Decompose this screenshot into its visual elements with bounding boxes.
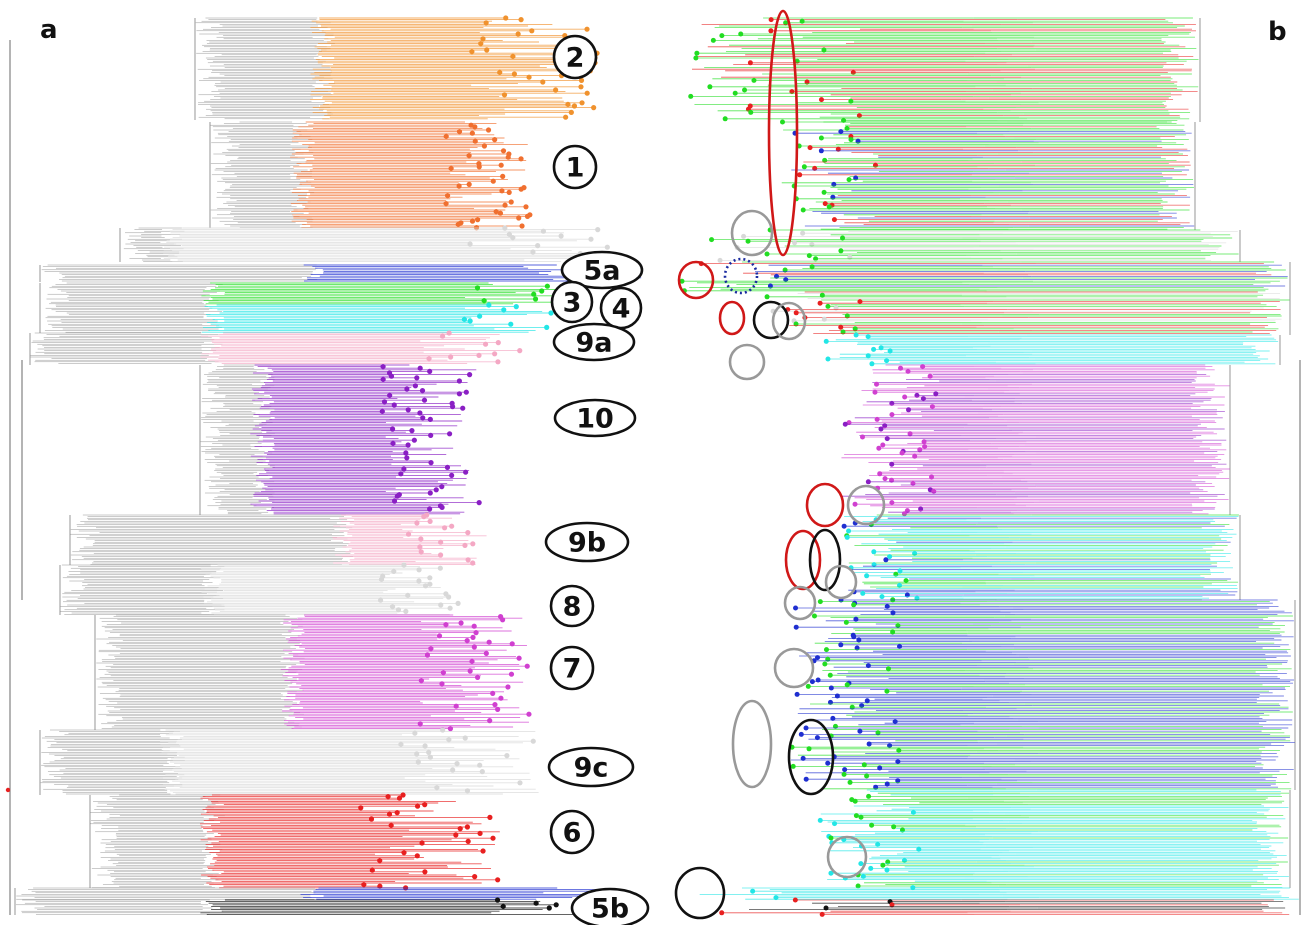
- clade-label-4: 4: [599, 286, 643, 330]
- panel-letter-b: b: [1268, 17, 1287, 47]
- clade-label-ring: [553, 398, 637, 438]
- highlight-ellipse-2: [677, 260, 715, 300]
- clade-label-text: 4: [612, 294, 631, 325]
- clade-branches-a-9: [59, 562, 461, 616]
- highlight-ellipse-1: [730, 209, 774, 257]
- clade-branches-a-4: [39, 282, 562, 305]
- clade-branches-a-2: [119, 225, 618, 263]
- clade-branches-b-6: [841, 364, 1231, 517]
- clade-label-5b: 5b: [570, 887, 650, 925]
- clade-branches-a-11: [39, 727, 539, 795]
- panel-letter-a: a: [40, 15, 58, 45]
- clade-label-2: 2: [552, 34, 598, 80]
- clade-label-9b: 9b: [544, 521, 630, 563]
- clade-branches-a-14: [14, 897, 579, 915]
- clade-label-ring: [560, 250, 644, 290]
- clade-branches-a-3: [39, 264, 642, 282]
- highlight-ellipse-8: [805, 482, 845, 528]
- highlight-ellipse-12: [824, 564, 858, 600]
- clade-label-text: 3: [563, 288, 582, 319]
- clade-label-ring: [549, 809, 595, 855]
- clade-label-text: 7: [563, 654, 582, 685]
- clade-branches-b-8: [789, 597, 1296, 790]
- clade-label-ring: [552, 322, 636, 362]
- clade-label-3: 3: [550, 280, 594, 324]
- tree-panel-a: [5, 15, 642, 915]
- clade-label-text: 5a: [583, 256, 620, 287]
- clade-label-ring: [550, 280, 594, 324]
- clade-label-1: 1: [552, 144, 598, 190]
- clade-label-text: 8: [563, 592, 582, 623]
- clade-label-text: 9c: [574, 753, 609, 784]
- clade-branches-b-3: [679, 261, 1291, 294]
- clade-branches-a-0: [194, 15, 600, 120]
- highlight-ellipse-3: [723, 257, 759, 295]
- highlight-ellipse-7: [728, 343, 766, 381]
- clade-label-9c: 9c: [547, 746, 635, 788]
- clade-label-ring: [552, 34, 598, 80]
- highlight-ellipse-4: [718, 300, 746, 336]
- highlight-ellipse-18: [674, 866, 726, 920]
- clade-branches-a-10: [94, 614, 532, 732]
- clade-label-text: 2: [566, 43, 585, 74]
- clade-label-text: 9a: [575, 328, 612, 359]
- highlight-circles: [674, 9, 886, 920]
- clade-branches-b-10: [699, 887, 1301, 901]
- clade-label-6: 6: [549, 809, 595, 855]
- clade-label-text: 10: [576, 404, 614, 435]
- clade-branches-b-1: [781, 121, 1196, 230]
- highlight-ellipse-11: [808, 528, 842, 592]
- clade-label-ring: [570, 887, 650, 925]
- highlight-ellipse-15: [731, 699, 773, 789]
- highlight-ellipse-17: [826, 835, 868, 879]
- clade-branches-a-13: [14, 887, 636, 900]
- clade-branches-b-4: [764, 291, 1291, 335]
- clade-label-ring: [552, 144, 598, 190]
- highlight-ellipse-10: [784, 529, 822, 591]
- clade-branches-a-12: [89, 792, 501, 891]
- highlight-ellipse-14: [773, 647, 815, 689]
- clade-label-7: 7: [549, 645, 595, 691]
- clade-label-9a: 9a: [552, 322, 636, 362]
- clade-labels: 2 1 5a3 49a 10 9b 8 7 9c 6 5b: [544, 34, 650, 925]
- clade-label-10: 10: [553, 398, 637, 438]
- clade-branches-b-11: [719, 897, 1301, 917]
- clade-branches-a-1: [209, 121, 533, 231]
- clade-label-ring: [544, 521, 630, 563]
- clade-label-8: 8: [549, 584, 595, 628]
- clade-branches-b-9: [817, 789, 1291, 891]
- highlight-ellipse-9: [846, 484, 886, 526]
- clade-label-5a: 5a: [560, 250, 644, 290]
- highlight-ellipse-13: [783, 585, 817, 621]
- clade-branches-b-0: [688, 17, 1201, 125]
- clade-label-text: 5b: [591, 894, 629, 925]
- clade-label-text: 1: [566, 153, 585, 184]
- clade-branches-a-8: [69, 512, 487, 566]
- clade-branches-a-5: [39, 302, 554, 333]
- highlight-ellipse-5: [752, 300, 790, 340]
- clade-branches-b-7: [841, 514, 1241, 603]
- highlight-ellipse-6: [771, 301, 807, 341]
- clade-label-ring: [549, 584, 595, 628]
- highlight-ellipse-16: [787, 718, 835, 796]
- tree-panel-b: [679, 17, 1301, 917]
- clade-label-ring: [547, 746, 635, 788]
- clade-branches-a-7: [199, 364, 482, 515]
- clade-label-text: 9b: [568, 528, 606, 559]
- clade-label-text: 6: [563, 818, 582, 849]
- clade-branches-b-5: [823, 332, 1281, 367]
- clade-branches-a-6: [29, 330, 523, 365]
- clade-branches-b-2: [709, 227, 1241, 263]
- highlight-ellipse-0: [767, 9, 799, 257]
- clade-label-ring: [549, 645, 595, 691]
